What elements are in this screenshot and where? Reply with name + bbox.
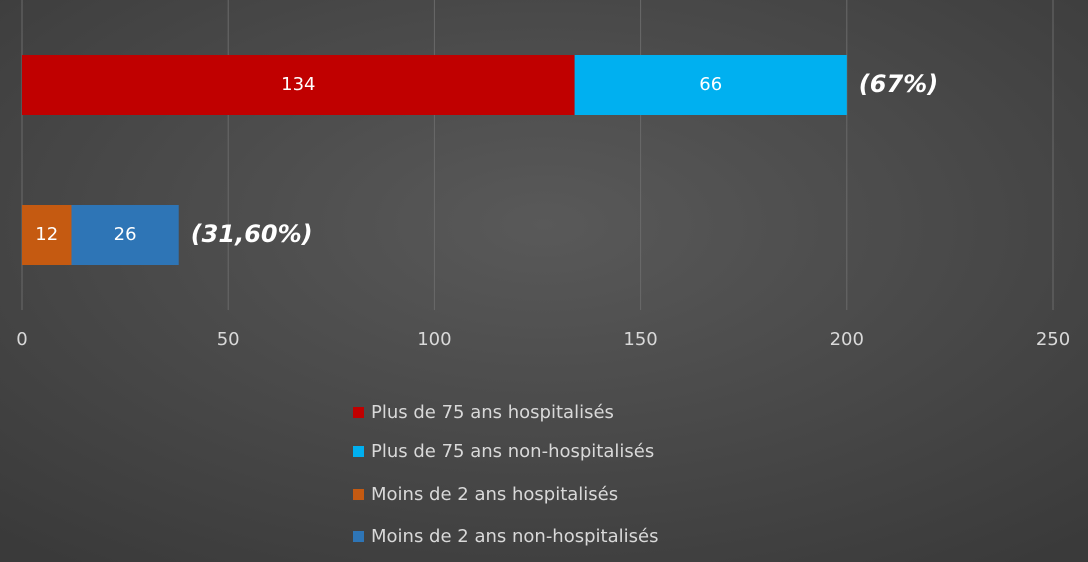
legend-marker: [353, 446, 364, 457]
legend-label: Moins de 2 ans non-hospitalisés: [371, 526, 658, 547]
bar-segment: [574, 55, 847, 115]
bar-segment: [71, 205, 179, 265]
x-tick-label: 150: [623, 329, 657, 350]
legend-label: Plus de 75 ans hospitalisés: [371, 402, 614, 423]
bar-segment: [22, 55, 575, 115]
x-tick-label: 200: [830, 329, 864, 350]
legend-marker: [353, 489, 364, 500]
annotation: (31,60%): [191, 220, 313, 248]
legend-marker: [353, 531, 364, 542]
legend-marker: [353, 407, 364, 418]
x-tick-label: 100: [417, 329, 451, 350]
legend-label: Moins de 2 ans hospitalisés: [371, 484, 618, 505]
annotation: (67%): [859, 70, 938, 98]
x-tick-label: 50: [217, 329, 240, 350]
data-label: 66: [699, 74, 722, 95]
data-label: 134: [281, 74, 315, 95]
data-label: 26: [114, 224, 137, 245]
x-tick-label: 250: [1036, 329, 1070, 350]
legend-label: Plus de 75 ans non-hospitalisés: [371, 441, 654, 462]
x-tick-label: 0: [16, 329, 27, 350]
bar-segment: [22, 205, 72, 265]
data-label: 12: [35, 224, 58, 245]
